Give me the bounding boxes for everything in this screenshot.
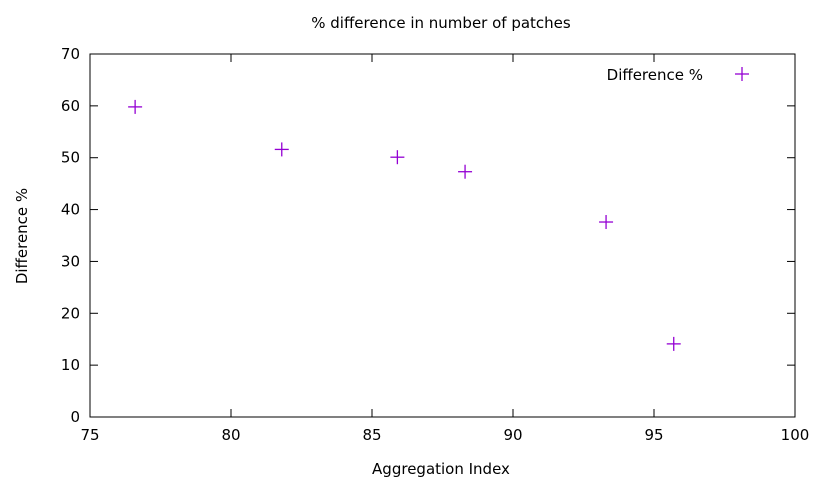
y-tick-label: 0 [70, 408, 80, 426]
x-tick-label: 100 [781, 426, 810, 444]
x-axis-title: Aggregation Index [372, 460, 510, 478]
data-points [128, 100, 681, 351]
data-point [599, 215, 613, 229]
plot-frame [90, 54, 795, 417]
y-tick-label: 70 [61, 45, 80, 63]
data-point [390, 150, 404, 164]
x-tick-label: 80 [221, 426, 240, 444]
data-point [667, 337, 681, 351]
y-tick-label: 60 [61, 97, 80, 115]
y-tick-label: 10 [61, 356, 80, 374]
x-tick-label: 85 [362, 426, 381, 444]
x-axis-ticks: 75 80 85 90 95 100 [80, 54, 809, 444]
legend: Difference % [607, 66, 749, 84]
y-tick-label: 50 [61, 149, 80, 167]
legend-label: Difference % [607, 66, 703, 84]
data-point [275, 142, 289, 156]
y-tick-label: 30 [61, 252, 80, 270]
x-tick-label: 90 [503, 426, 522, 444]
chart-title: % difference in number of patches [311, 14, 571, 32]
legend-marker [735, 67, 749, 81]
data-point [128, 100, 142, 114]
x-tick-label: 95 [644, 426, 663, 444]
y-axis-ticks: 0 10 20 30 40 50 60 70 [61, 45, 795, 426]
x-tick-label: 75 [80, 426, 99, 444]
y-tick-label: 40 [61, 201, 80, 219]
y-axis-title: Difference % [13, 188, 31, 284]
y-tick-label: 20 [61, 304, 80, 322]
data-point [458, 165, 472, 179]
